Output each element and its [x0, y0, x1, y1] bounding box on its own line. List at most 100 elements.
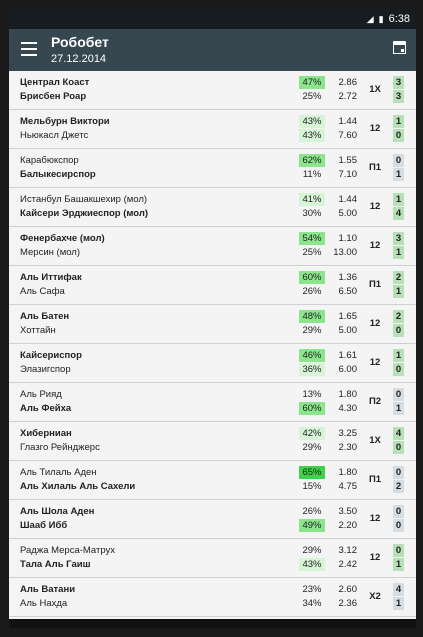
home-team: Мельбурн Виктори — [20, 116, 110, 127]
away-odd: 6.50 — [338, 286, 358, 297]
home-win-percent: 54% — [299, 232, 325, 245]
away-odd: 2.30 — [338, 442, 358, 453]
status-bar: ◢ ▮ 6:38 — [9, 9, 416, 29]
match-row[interactable]: Истанбул Башакшехир (мол) Кайсери Эрджиес… — [9, 188, 416, 227]
match-row[interactable]: Аль Рияд Аль Фейха 13% 60% 1.80 4.30 П2 0 1 — [9, 383, 416, 422]
away-team: Балыкесирспор — [20, 169, 96, 180]
away-win-percent: 25% — [302, 91, 322, 102]
away-odd: 4.30 — [338, 403, 358, 414]
home-odd: 3.50 — [338, 506, 358, 517]
home-score: 1 — [393, 193, 404, 206]
bet-type: П1 — [368, 279, 382, 290]
home-team: Аль Иттифак — [20, 272, 82, 283]
home-odd: 1.80 — [338, 389, 358, 400]
home-team: Хиберниан — [20, 428, 72, 439]
bet-type: 12 — [369, 318, 381, 329]
away-score: 1 — [393, 246, 404, 259]
home-win-percent: 60% — [299, 271, 325, 284]
home-win-percent: 29% — [302, 545, 322, 556]
match-row[interactable]: Фенербахче (мол) Мерсин (мол) 54% 25% 1.10 13… — [9, 227, 416, 266]
match-row[interactable]: Раджа Мерса-Матрух Тала Аль Гаиш 29% 43% 3.1… — [9, 539, 416, 578]
home-odd: 2.60 — [338, 584, 358, 595]
match-row[interactable]: Карабюкспор Балыкесирспор 62% 11% 1.55 7.10 П1… — [9, 149, 416, 188]
menu-icon[interactable] — [21, 42, 37, 56]
bet-type: X2 — [369, 591, 381, 602]
home-odd: 1.65 — [338, 311, 358, 322]
home-team: Централ Коаст — [20, 77, 90, 88]
match-row[interactable]: Аль Иттифак Аль Сафа 60% 26% 1.36 6.50 П1 2 1 — [9, 266, 416, 305]
away-team: Аль Нахда — [20, 598, 68, 609]
home-odd: 1.36 — [338, 272, 358, 283]
home-odd: 1.61 — [338, 350, 358, 361]
away-score: 0 — [393, 363, 404, 376]
away-win-percent: 30% — [302, 208, 322, 219]
away-team: Аль Фейха — [20, 403, 72, 414]
match-row[interactable]: Хиберниан Глазго Рейнджерс 42% 29% 3.25 2.30 1… — [9, 422, 416, 461]
away-odd: 5.00 — [338, 208, 358, 219]
away-win-percent: 25% — [302, 247, 322, 258]
away-odd: 7.60 — [338, 130, 358, 141]
away-score: 3 — [393, 90, 404, 103]
away-score: 1 — [393, 558, 404, 571]
away-team: Ньюкасл Джетс — [20, 130, 89, 141]
home-odd: 2.86 — [338, 77, 358, 88]
match-row[interactable]: Аль Шола Аден Шааб Ибб 26% 49% 3.50 2.20 12 0 0 — [9, 500, 416, 539]
away-win-percent: 36% — [299, 363, 325, 376]
home-win-percent: 46% — [299, 349, 325, 362]
away-win-percent: 11% — [302, 169, 322, 180]
bet-type: П1 — [368, 474, 382, 485]
match-row[interactable]: Кайсериспор Элазигспор 46% 36% 1.61 6.00 12 1 0 — [9, 344, 416, 383]
home-odd: 3.25 — [338, 428, 358, 439]
calendar-icon[interactable] — [393, 41, 406, 55]
navigation-bar — [9, 619, 416, 628]
home-win-percent: 13% — [302, 389, 322, 400]
match-row[interactable]: Аль Батен Хоттайн 48% 29% 1.65 5.00 12 2 0 — [9, 305, 416, 344]
home-win-percent: 42% — [299, 427, 325, 440]
match-row[interactable]: Централ Коаст Брисбен Роар 47% 25% 2.86 2.72 1… — [9, 71, 416, 110]
bet-type: 12 — [369, 201, 381, 212]
away-win-percent: 43% — [299, 558, 325, 571]
home-score: 0 — [393, 466, 404, 479]
home-win-percent: 41% — [299, 193, 325, 206]
away-odd: 2.42 — [338, 559, 358, 570]
away-score: 1 — [393, 285, 404, 298]
bet-type: 12 — [369, 513, 381, 524]
away-score: 0 — [393, 324, 404, 337]
bet-type: 1X — [369, 84, 381, 95]
home-odd: 1.10 — [338, 233, 358, 244]
away-team: Тала Аль Гаиш — [20, 559, 91, 570]
home-score: 4 — [393, 583, 404, 596]
away-team: Элазигспор — [20, 364, 71, 375]
away-team: Аль Хилаль Аль Сахели — [20, 481, 136, 492]
away-odd: 13.00 — [333, 247, 357, 258]
away-team: Глазго Рейнджерс — [20, 442, 100, 453]
home-win-percent: 65% — [299, 466, 325, 479]
home-odd: 1.80 — [338, 467, 358, 478]
away-team: Шааб Ибб — [20, 520, 68, 531]
match-row[interactable]: Аль Тилаль Аден Аль Хилаль Аль Сахели 65% 1… — [9, 461, 416, 500]
away-win-percent: 29% — [302, 325, 322, 336]
match-list: Централ Коаст Брисбен Роар 47% 25% 2.86 2.72 1… — [9, 71, 416, 628]
home-score: 0 — [393, 544, 404, 557]
match-row[interactable]: Аль Ватани Аль Нахда 23% 34% 2.60 2.36 X2 4 1 — [9, 578, 416, 617]
home-score: 3 — [393, 232, 404, 245]
home-team: Раджа Мерса-Матрух — [20, 545, 116, 556]
away-odd: 2.36 — [338, 598, 358, 609]
home-score: 0 — [393, 388, 404, 401]
bet-type: 12 — [369, 240, 381, 251]
app-window: ◢ ▮ 6:38 Робобет 27.12.2014 Централ Коас… — [9, 9, 416, 628]
bet-type: П1 — [368, 162, 382, 173]
away-win-percent: 43% — [299, 129, 325, 142]
home-score: 2 — [393, 310, 404, 323]
home-odd: 1.44 — [338, 116, 358, 127]
home-odd: 1.44 — [338, 194, 358, 205]
app-date: 27.12.2014 — [51, 53, 107, 65]
bet-type: 1X — [369, 435, 381, 446]
away-odd: 6.00 — [338, 364, 358, 375]
home-score: 3 — [393, 76, 404, 89]
home-score: 1 — [393, 349, 404, 362]
home-score: 0 — [393, 505, 404, 518]
bet-type: П2 — [368, 396, 382, 407]
away-odd: 7.10 — [338, 169, 358, 180]
match-row[interactable]: Мельбурн Виктори Ньюкасл Джетс 43% 43% 1.44 7… — [9, 110, 416, 149]
